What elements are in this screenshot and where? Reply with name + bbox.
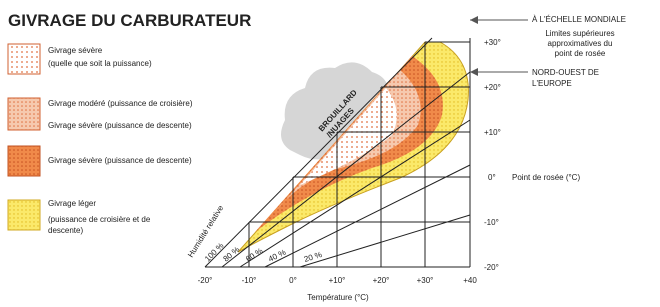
legend-text: Givrage sévère (puissance de descente) [48, 121, 192, 130]
temp-label: -20° [198, 276, 213, 285]
legend-text: Givrage sévère (puissance de descente) [48, 156, 192, 165]
legend-text: Givrage sévère [48, 46, 103, 55]
dew-label: -20° [484, 263, 499, 272]
humidity-label: 20 % [303, 250, 323, 264]
dew-label: 0° [488, 173, 496, 182]
humidity-label: 100 % [203, 241, 225, 263]
dew-title: Point de rosée (°C) [512, 173, 580, 182]
annotation: NORD-OUEST DE [532, 68, 599, 77]
legend-text: (quelle que soit la puissance) [48, 59, 152, 68]
temp-label: +30° [417, 276, 434, 285]
arrow-head [470, 68, 478, 76]
legend-text: (puissance de croisière et de [48, 215, 151, 224]
temp-label: 0° [289, 276, 297, 285]
title: GIVRAGE DU CARBURATEUR [8, 11, 251, 30]
dew-label: -10° [484, 218, 499, 227]
temp-label: +20° [373, 276, 390, 285]
annotation: À L'ÉCHELLE MONDIALE [532, 15, 626, 24]
humidity-label: 60 % [244, 246, 264, 263]
diagram: GIVRAGE DU CARBURATEUR Givrage sévère (q… [0, 0, 660, 307]
legend-text: Givrage modéré (puissance de croisière) [48, 99, 193, 108]
temp-label: +10° [329, 276, 346, 285]
legend-text: descente) [48, 226, 83, 235]
legend-swatch [8, 146, 40, 176]
annotation: point de rosée [555, 49, 606, 58]
temp-labels: -20° -10° 0° +10° +20° +30° +40 Températ… [198, 276, 478, 302]
dew-label: +10° [484, 128, 501, 137]
annotation: approximatives du [548, 39, 613, 48]
legend-text: Givrage léger [48, 199, 96, 208]
temp-title: Température (°C) [307, 293, 369, 302]
temp-label: +40 [463, 276, 477, 285]
annotation: L'EUROPE [532, 79, 572, 88]
dew-label: +20° [484, 83, 501, 92]
legend-swatch [8, 200, 40, 230]
temp-label: -10° [242, 276, 257, 285]
dew-label: +30° [484, 38, 501, 47]
annotations: À L'ÉCHELLE MONDIALE Limites supérieures… [470, 15, 626, 88]
arrow-head [470, 16, 478, 24]
legend: Givrage sévère (quelle que soit la puiss… [8, 44, 193, 235]
annotation: Limites supérieures [545, 29, 614, 38]
legend-swatch [8, 98, 40, 130]
legend-swatch [8, 44, 40, 74]
